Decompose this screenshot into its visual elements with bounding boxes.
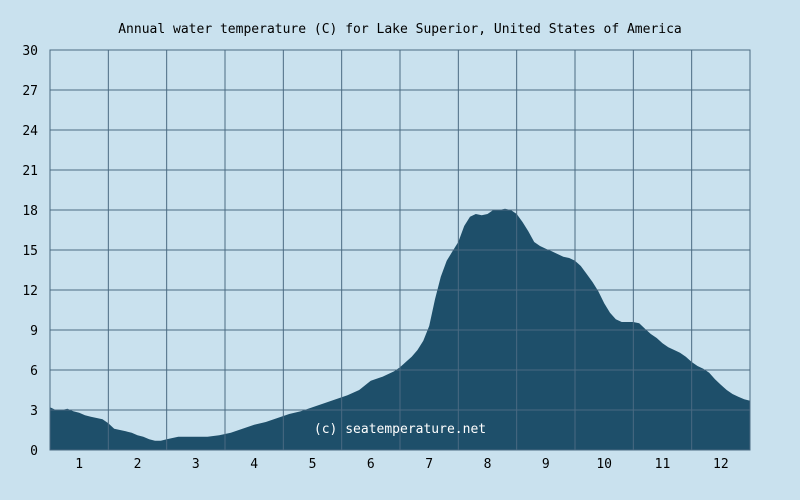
y-tick-label: 27 xyxy=(22,84,38,99)
watermark: (c) seatemperature.net xyxy=(314,422,486,437)
x-tick-label: 2 xyxy=(134,457,142,472)
x-tick-label: 3 xyxy=(192,457,200,472)
y-tick-label: 18 xyxy=(22,204,38,219)
y-tick-label: 15 xyxy=(22,244,38,259)
y-tick-label: 9 xyxy=(30,324,38,339)
x-tick-label: 8 xyxy=(484,457,492,472)
x-tick-label: 10 xyxy=(596,457,612,472)
x-tick-label: 12 xyxy=(713,457,729,472)
x-tick-label: 1 xyxy=(75,457,83,472)
y-tick-label: 3 xyxy=(30,404,38,419)
y-tick-label: 0 xyxy=(30,444,38,459)
x-tick-label: 5 xyxy=(309,457,317,472)
plot-frame xyxy=(49,49,751,451)
chart-title: Annual water temperature (C) for Lake Su… xyxy=(118,22,682,37)
y-tick-label: 12 xyxy=(22,284,38,299)
x-tick-label: 6 xyxy=(367,457,375,472)
x-tick-label: 4 xyxy=(250,457,258,472)
x-tick-label: 9 xyxy=(542,457,550,472)
y-tick-label: 24 xyxy=(22,124,38,139)
x-tick-label: 11 xyxy=(655,457,671,472)
y-tick-label: 6 xyxy=(30,364,38,379)
x-tick-label: 7 xyxy=(425,457,433,472)
y-tick-label: 21 xyxy=(22,164,38,179)
grid-layer xyxy=(50,50,750,450)
y-tick-label: 30 xyxy=(22,44,38,59)
